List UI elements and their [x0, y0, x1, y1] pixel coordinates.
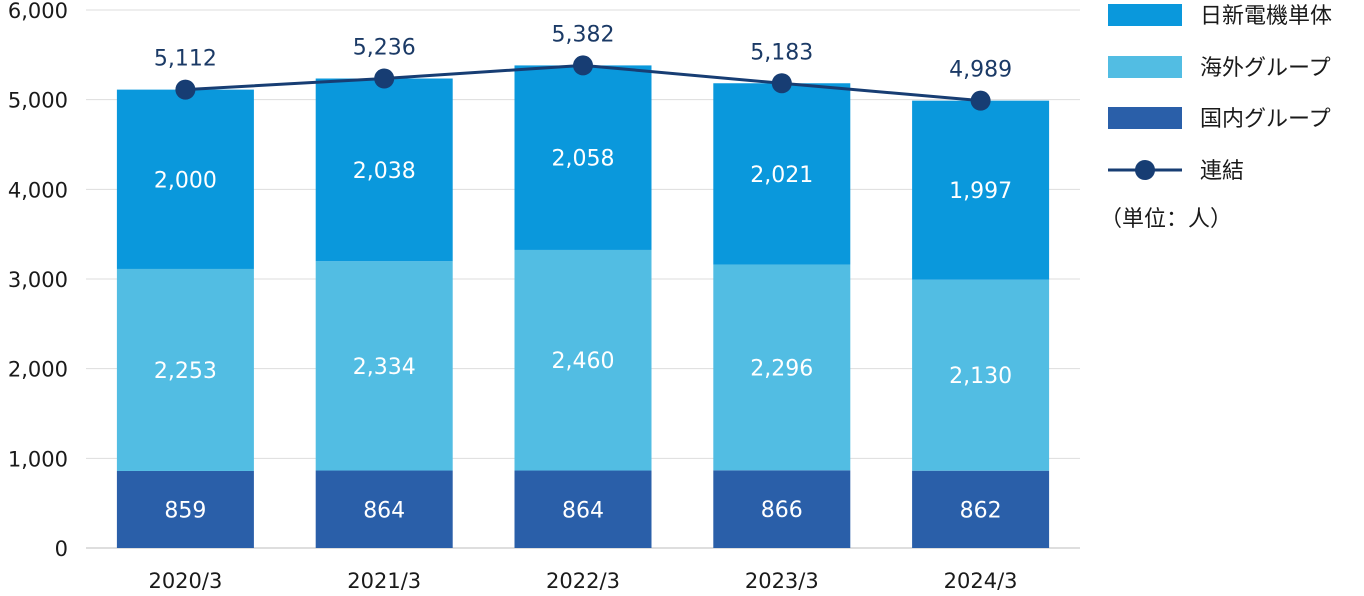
- legend-label-domestic: 国内グループ: [1200, 107, 1331, 132]
- y-axis: 0 1,000 2,000 3,000 4,000 5,000 6,000: [8, 0, 68, 561]
- y-tick-label: 1,000: [8, 447, 68, 471]
- segment-value-label: 2,130: [949, 364, 1012, 389]
- x-tick-label: 2022/3: [546, 569, 620, 593]
- consolidated-point: [771, 73, 792, 94]
- y-tick-label: 4,000: [8, 178, 68, 202]
- consolidated-line: 5,112 5,236 5,382 5,183 4,989: [154, 22, 1012, 111]
- consolidated-point: [573, 55, 593, 76]
- segment-value-label: 864: [363, 498, 405, 523]
- legend-swatch-standalone: [1108, 4, 1182, 26]
- bar-segment: [713, 264, 851, 471]
- y-tick-label: 6,000: [8, 0, 68, 23]
- bar-segment: [713, 470, 851, 548]
- bars: 859 864 864 866 862 2,253 2,334 2,460 2,296 2,130…: [116, 65, 1050, 548]
- legend-label-consolidated: 連結: [1200, 159, 1244, 184]
- y-tick-label: 3,000: [8, 268, 68, 292]
- segment-value-label: 2,021: [750, 163, 813, 188]
- bar-segment: [912, 279, 1050, 471]
- x-tick-label: 2021/3: [347, 569, 421, 593]
- segment-value-label: 2,058: [552, 147, 615, 172]
- y-tick-label: 5,000: [8, 89, 68, 113]
- x-tick-label: 2023/3: [745, 569, 819, 593]
- segment-value-label: 2,334: [353, 355, 416, 380]
- segment-value-label: 866: [761, 498, 803, 523]
- legend-label-overseas: 海外グループ: [1200, 56, 1331, 81]
- bar-segment: [514, 470, 652, 548]
- legend-label-standalone: 日新電機単体: [1200, 4, 1332, 29]
- x-axis: 2020/3 2021/3 2022/3 2023/3 2024/3: [148, 569, 1017, 593]
- segment-value-label: 2,000: [154, 168, 217, 193]
- segment-value-label: 2,253: [154, 359, 217, 384]
- y-tick-label: 0: [55, 537, 68, 561]
- consolidated-value-label: 5,183: [750, 40, 813, 65]
- legend-swatch-overseas: [1108, 56, 1182, 78]
- segment-value-label: 2,038: [353, 159, 416, 184]
- bar-segment: [713, 83, 851, 265]
- segment-value-label: 864: [562, 498, 604, 523]
- legend: 日新電機単体 海外グループ 国内グループ 連結 （単位：人）: [1100, 4, 1332, 232]
- consolidated-point: [970, 90, 991, 111]
- bar-segment: [514, 249, 652, 471]
- y-tick-label: 2,000: [8, 358, 68, 382]
- legend-marker-consolidated: [1135, 160, 1155, 180]
- x-tick-label: 2024/3: [944, 569, 1018, 593]
- consolidated-value-label: 4,989: [949, 58, 1012, 83]
- bar-segment: [514, 65, 652, 250]
- consolidated-point: [175, 79, 196, 100]
- x-tick-label: 2020/3: [148, 569, 222, 593]
- consolidated-value-label: 5,236: [353, 36, 416, 61]
- consolidated-point: [374, 68, 395, 89]
- consolidated-value-label: 5,382: [552, 22, 615, 47]
- segment-value-label: 859: [164, 498, 206, 523]
- unit-note: （単位：人）: [1100, 207, 1232, 232]
- segment-value-label: 862: [960, 498, 1002, 523]
- bar-segment: [315, 78, 453, 262]
- segment-value-label: 1,997: [949, 179, 1012, 204]
- bar-segment: [116, 89, 254, 269]
- segment-value-label: 2,460: [552, 349, 615, 374]
- segment-value-label: 2,296: [750, 356, 813, 381]
- bar-segment: [116, 268, 254, 471]
- legend-swatch-domestic: [1108, 107, 1182, 129]
- bar-segment: [116, 470, 254, 548]
- bar-segment: [912, 100, 1050, 280]
- bar-segment: [315, 261, 453, 471]
- bar-segment: [912, 470, 1050, 548]
- bar-segment: [315, 470, 453, 548]
- consolidated-value-label: 5,112: [154, 47, 217, 72]
